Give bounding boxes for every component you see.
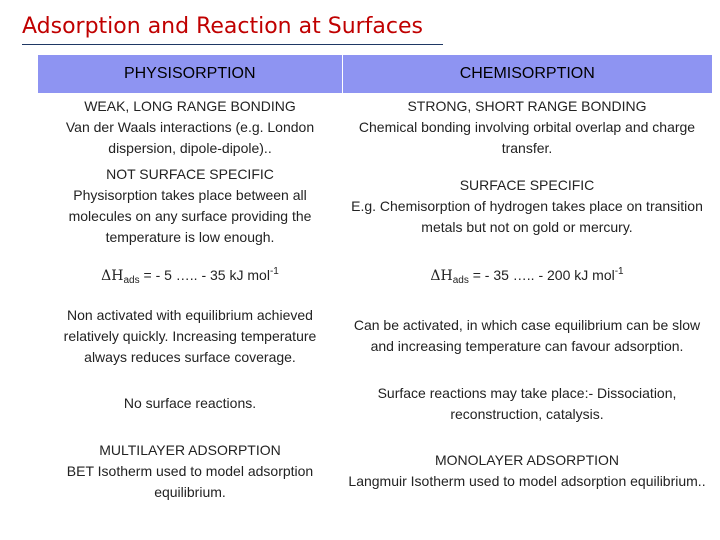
cell-physisorption-enthalpy: ΔHads = - 5 ….. - 35 kJ mol-1 — [38, 251, 342, 301]
chemisorption-specificity-text: E.g. Chemisorption of hydrogen takes pla… — [351, 197, 703, 235]
row-specificity: NOT SURFACE SPECIFIC Physisorption takes… — [38, 161, 712, 251]
physisorption-enthalpy-subscript: ads — [123, 275, 140, 286]
slide-title: Adsorption and Reaction at Surfaces — [22, 14, 423, 39]
row-bonding: WEAK, LONG RANGE BONDING Van der Waals i… — [38, 93, 712, 161]
chemisorption-layering-text: Langmuir Isotherm used to model adsorpti… — [348, 473, 706, 489]
cell-physisorption-reactions: No surface reactions. — [38, 371, 342, 436]
row-enthalpy: ΔHads = - 5 ….. - 35 kJ mol-1 ΔHads = - … — [38, 251, 712, 301]
physisorption-activation-text: Non activated with equilibrium achieved … — [63, 306, 317, 365]
cell-chemisorption-reactions: Surface reactions may take place:- Disso… — [342, 371, 712, 436]
physisorption-layering-text: BET Isotherm used to model adsorption eq… — [66, 462, 314, 500]
cell-chemisorption-bonding: STRONG, SHORT RANGE BONDING Chemical bon… — [342, 93, 712, 161]
header-chemisorption: CHEMISORPTION — [342, 55, 712, 93]
cell-chemisorption-activation: Can be activated, in which case equilibr… — [342, 301, 712, 371]
row-layering: MULTILAYER ADSORPTION BET Isotherm used … — [38, 436, 712, 506]
chemisorption-enthalpy-range: = - 35 ….. - 200 kJ mol — [468, 267, 615, 283]
cell-chemisorption-layering: MONOLAYER ADSORPTION Langmuir Isotherm u… — [342, 436, 712, 506]
chemisorption-layering-heading: MONOLAYER ADSORPTION — [434, 452, 620, 468]
cell-physisorption-activation: Non activated with equilibrium achieved … — [38, 301, 342, 371]
chemisorption-bonding-heading: STRONG, SHORT RANGE BONDING — [407, 97, 647, 114]
chemisorption-enthalpy-symbol: ΔH — [430, 268, 453, 284]
title-underline — [22, 44, 443, 45]
physisorption-bonding-heading: WEAK, LONG RANGE BONDING — [84, 97, 296, 114]
header-physisorption: PHYSISORPTION — [38, 55, 343, 93]
physisorption-reactions-text: No surface reactions. — [123, 395, 257, 411]
cell-chemisorption-specificity: SURFACE SPECIFIC E.g. Chemisorption of h… — [342, 161, 712, 251]
cell-physisorption-bonding: WEAK, LONG RANGE BONDING Van der Waals i… — [38, 93, 342, 161]
chemisorption-bonding-text: Chemical bonding involving orbital overl… — [358, 118, 696, 156]
physisorption-specificity-text: Physisorption takes place between all mo… — [68, 187, 312, 245]
cell-chemisorption-enthalpy: ΔHads = - 35 ….. - 200 kJ mol-1 — [342, 251, 712, 301]
physisorption-bonding-text: Van der Waals interactions (e.g. London … — [65, 118, 315, 156]
chemisorption-enthalpy-subscript: ads — [452, 275, 469, 286]
cell-physisorption-specificity: NOT SURFACE SPECIFIC Physisorption takes… — [38, 161, 342, 251]
physisorption-layering-heading: MULTILAYER ADSORPTION — [99, 441, 281, 458]
chemisorption-reactions-text: Surface reactions may take place:- Disso… — [377, 384, 677, 422]
cell-physisorption-layering: MULTILAYER ADSORPTION BET Isotherm used … — [38, 436, 342, 506]
header-row: PHYSISORPTION CHEMISORPTION — [38, 55, 712, 93]
physisorption-enthalpy-range: = - 5 ….. - 35 kJ mol — [139, 267, 270, 283]
physisorption-specificity-heading: NOT SURFACE SPECIFIC — [106, 166, 274, 182]
row-activation: Non activated with equilibrium achieved … — [38, 301, 712, 371]
comparison-table: PHYSISORPTION CHEMISORPTION WEAK, LONG R… — [38, 55, 712, 506]
chemisorption-enthalpy-superscript: -1 — [614, 266, 624, 277]
chemisorption-specificity-heading: SURFACE SPECIFIC — [459, 176, 595, 193]
row-surface-reactions: No surface reactions. Surface reactions … — [38, 371, 712, 436]
physisorption-enthalpy-symbol: ΔH — [101, 268, 124, 284]
physisorption-enthalpy-superscript: -1 — [269, 266, 279, 277]
chemisorption-activation-text: Can be activated, in which case equilibr… — [353, 317, 701, 354]
